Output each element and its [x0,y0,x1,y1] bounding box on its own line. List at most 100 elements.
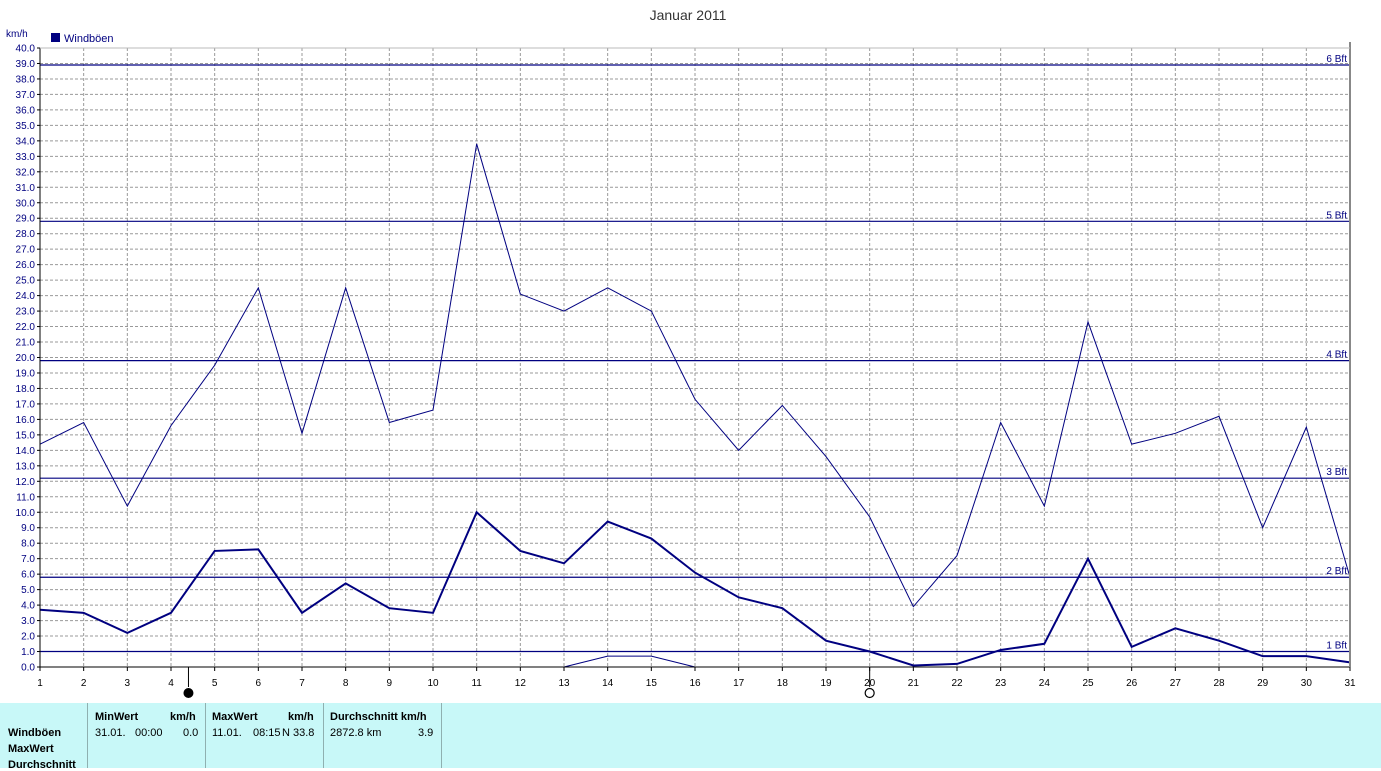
y-tick-label: 31.0 [16,183,36,194]
min-date: 31.01. [95,727,126,739]
x-tick-label: 23 [995,678,1007,689]
x-tick-label: 21 [908,678,920,689]
x-tick-label: 11 [471,678,482,689]
x-tick-label: 30 [1301,678,1313,689]
x-tick-label: 28 [1213,678,1225,689]
series-average-line [39,510,1351,667]
x-tick-label: 5 [212,678,218,689]
min-unit: km/h [170,711,196,723]
x-tick-label: 14 [602,678,614,689]
new-moon-icon [183,688,194,698]
beaufort-label: 5 Bft [1326,210,1347,221]
gridlines [40,48,1350,667]
y-tick-label: 19.0 [16,368,36,379]
max-value: N 33.8 [282,727,315,739]
y-tick-label: 32.0 [16,167,36,178]
x-tick-label: 13 [558,678,570,689]
x-tick-label: 10 [427,678,439,689]
max-time: 08:15 [253,727,281,739]
x-tick-label: 4 [168,678,174,689]
beaufort-label: 4 Bft [1326,350,1347,361]
y-tick-label: 18.0 [16,384,36,395]
series-lines [39,143,1351,668]
beaufort-label: 2 Bft [1326,566,1347,577]
y-tick-label: 6.0 [21,570,35,581]
y-tick-label: 24.0 [16,291,36,302]
y-tick-label: 11.0 [16,492,35,503]
min-value: 0.0 [183,727,199,739]
y-tick-label: 26.0 [16,260,36,271]
y-tick-label: 20.0 [16,353,36,364]
x-tick-label: 18 [777,678,789,689]
row-label-maxwert: MaxWert [8,743,54,755]
y-tick-label: 9.0 [21,523,35,534]
x-tick-label: 3 [125,678,131,689]
beaufort-lines: 1 Bft 2 Bft 3 Bft 4 Bft 5 Bft 6 Bft [40,54,1350,653]
y-tick-label: 7.0 [21,554,35,565]
chart: Januar 2011 km/h Windböen 1 Bft 2 Bft 3 Bf… [6,7,1356,699]
y-tick-label: 12.0 [16,477,36,488]
x-tick-label: 24 [1039,678,1051,689]
y-tick-label: 36.0 [16,105,36,116]
beaufort-label: 6 Bft [1326,54,1347,65]
y-tick-label: 2.0 [21,632,35,643]
x-tick-label: 7 [299,678,305,689]
avg-header: Durchschnitt km/h [330,711,427,723]
x-tick-label: 16 [689,678,701,689]
x-tick-label: 27 [1170,678,1182,689]
chart-title: Januar 2011 [650,7,727,23]
full-moon-icon [864,687,875,699]
y-tick-label: 39.0 [16,59,36,70]
y-axis-ticks: 0.0 1.0 2.0 3.0 4.0 5.0 6.0 7.0 8.0 9.0 10.0 11.0 12… [16,44,40,674]
x-tick-label: 1 [37,678,43,689]
beaufort-label: 1 Bft [1326,641,1347,652]
avg-value: 3.9 [418,727,434,739]
y-tick-label: 27.0 [16,245,36,256]
y-tick-label: 33.0 [16,152,36,163]
y-tick-label: 30.0 [16,198,36,209]
y-tick-label: 38.0 [16,74,36,85]
y-tick-label: 8.0 [21,539,35,550]
max-header: MaxWert [212,711,258,723]
column-separator [323,703,324,768]
y-tick-label: 34.0 [16,136,36,147]
x-tick-label: 15 [646,678,658,689]
y-tick-label: 1.0 [21,647,35,658]
x-tick-label: 17 [733,678,745,689]
y-tick-label: 16.0 [16,415,36,426]
min-header: MinWert [95,711,139,723]
series-min-line [563,655,696,668]
legend-label: Windböen [64,33,114,45]
x-axis-ticks: 1 2 3 4 5 6 7 8 9 10 11 12 13 14 15 16 17 18 19 20 21 22 23 24 2… [37,667,1356,689]
row-label-durchschnitt: Durchschnitt [8,759,76,771]
x-tick-label: 29 [1257,678,1269,689]
y-tick-label: 29.0 [16,214,36,225]
x-tick-label: 2 [81,678,87,689]
y-tick-label: 15.0 [16,430,36,441]
column-separator [87,703,88,768]
stats-panel: Windböen MaxWert Durchschnitt MinWert km… [0,703,1381,771]
legend: Windböen [51,33,114,45]
y-axis-unit: km/h [6,29,28,40]
x-tick-label: 8 [343,678,349,689]
min-time: 00:00 [135,727,163,739]
moon-phases [183,667,875,699]
y-tick-label: 0.0 [21,663,35,674]
max-unit: km/h [288,711,314,723]
y-tick-label: 37.0 [16,90,36,101]
y-tick-label: 21.0 [16,338,36,349]
beaufort-label: 3 Bft [1326,467,1347,478]
y-tick-label: 17.0 [16,399,36,410]
y-tick-label: 3.0 [21,616,35,627]
x-tick-label: 22 [951,678,963,689]
legend-swatch [51,33,60,42]
x-tick-label: 19 [820,678,832,689]
y-tick-label: 10.0 [16,508,36,519]
y-tick-label: 22.0 [16,322,36,333]
y-tick-label: 5.0 [21,585,35,596]
max-date: 11.01. [212,727,242,739]
x-tick-label: 6 [256,678,262,689]
column-separator [441,703,442,768]
x-tick-label: 25 [1082,678,1094,689]
y-tick-label: 14.0 [16,446,36,457]
